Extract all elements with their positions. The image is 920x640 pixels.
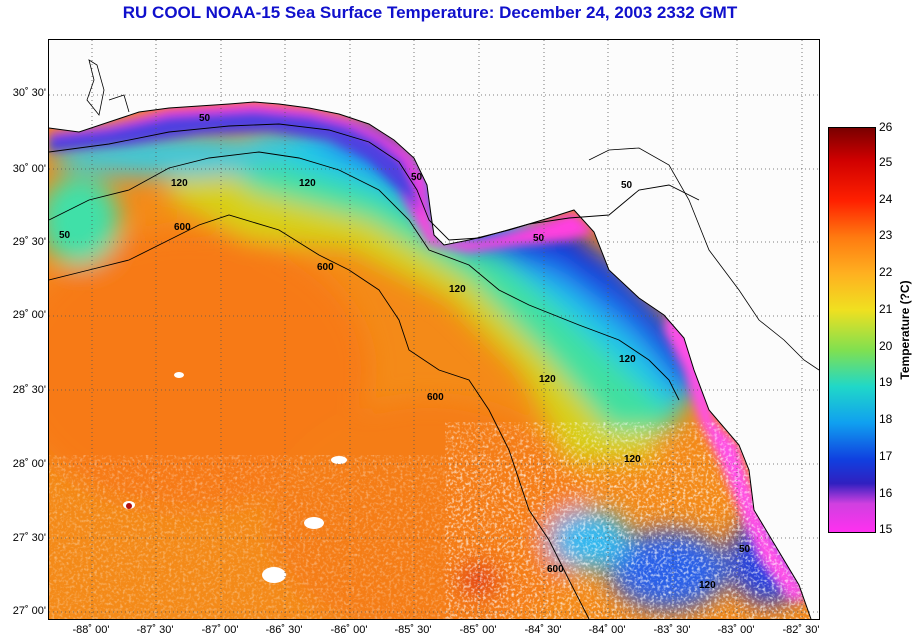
contour-label: 120 [699, 580, 716, 591]
isobath-50 [49, 123, 700, 241]
contour-label: 120 [539, 374, 556, 385]
lon-label: -83˚ 00' [717, 624, 755, 636]
colorbar-tick: 21 [879, 302, 893, 316]
colorbar [828, 127, 876, 533]
lat-label: 29˚ 30' [12, 236, 46, 248]
lat-label: 28˚ 00' [12, 458, 46, 470]
cloud-patch [304, 517, 324, 529]
lat-label: 27˚ 30' [12, 532, 46, 544]
contour-label: 50 [621, 180, 633, 191]
colorbar-tick: 15 [879, 522, 893, 536]
lon-label: -87˚ 00' [201, 624, 239, 636]
lon-label: -85˚ 30' [394, 624, 432, 636]
sst-map-canvas: 50 50 50 50 50 50 120 120 120 120 120 12… [49, 40, 819, 619]
colorbar-tick: 26 [879, 120, 893, 134]
lat-label: 29˚ 00' [12, 309, 46, 321]
isobath-600 [49, 214, 590, 619]
sst-map[interactable]: 50 50 50 50 50 50 120 120 120 120 120 12… [48, 39, 820, 620]
colorbar-tick: 24 [879, 192, 893, 206]
lon-label: -86˚ 00' [330, 624, 368, 636]
contour-label: 600 [317, 262, 334, 273]
colorbar-tick: 19 [879, 375, 893, 389]
cloud-patch [174, 372, 184, 378]
contour-label: 50 [533, 233, 545, 244]
colorbar-tick: 20 [879, 339, 893, 353]
contour-label: 600 [427, 392, 444, 403]
colorbar-tick: 22 [879, 265, 893, 279]
contour-label: 50 [59, 230, 71, 241]
lat-label: 30˚ 30' [12, 87, 46, 99]
contour-label: 600 [174, 222, 191, 233]
colorbar-tick: 18 [879, 412, 893, 426]
cloud-patch [262, 567, 286, 583]
cloud-patch [331, 456, 347, 464]
colorbar-tick: 17 [879, 449, 893, 463]
hot-spot [126, 503, 132, 509]
contour-label: 120 [299, 178, 316, 189]
lon-label: -88˚ 00' [72, 624, 110, 636]
colorbar-title: Temperature (?C) [898, 280, 912, 380]
contour-label: 50 [411, 172, 423, 183]
lat-label: 30˚ 00' [12, 163, 46, 175]
lon-label: -86˚ 30' [265, 624, 303, 636]
contour-label: 120 [624, 454, 641, 465]
colorbar-tick: 25 [879, 155, 893, 169]
map-title: RU COOL NOAA-15 Sea Surface Temperature:… [122, 3, 738, 22]
lat-label: 28˚ 30' [12, 384, 46, 396]
graticule [49, 40, 819, 619]
contour-label: 120 [449, 284, 466, 295]
colorbar-tick: 23 [879, 228, 893, 242]
isobath-120 [49, 151, 680, 401]
lon-label: -82˚ 30' [782, 624, 820, 636]
isobaths [49, 123, 700, 619]
colorbar-gradient [829, 128, 875, 532]
lon-label: -83˚ 30' [653, 624, 691, 636]
lon-label: -84˚ 00' [588, 624, 626, 636]
contour-label: 120 [619, 354, 636, 365]
coastline-inland [588, 147, 819, 371]
lon-label: -85˚ 00' [459, 624, 497, 636]
colorbar-tick: 16 [879, 486, 893, 500]
contour-label: 600 [547, 564, 564, 575]
lat-label: 27˚ 00' [12, 605, 46, 617]
coastline-bay [86, 59, 130, 116]
contour-label: 50 [739, 544, 751, 555]
contour-label: 120 [171, 178, 188, 189]
lon-label: -84˚ 30' [524, 624, 562, 636]
contour-label: 50 [199, 113, 211, 124]
coastline [49, 101, 812, 619]
lon-label: -87˚ 30' [136, 624, 174, 636]
